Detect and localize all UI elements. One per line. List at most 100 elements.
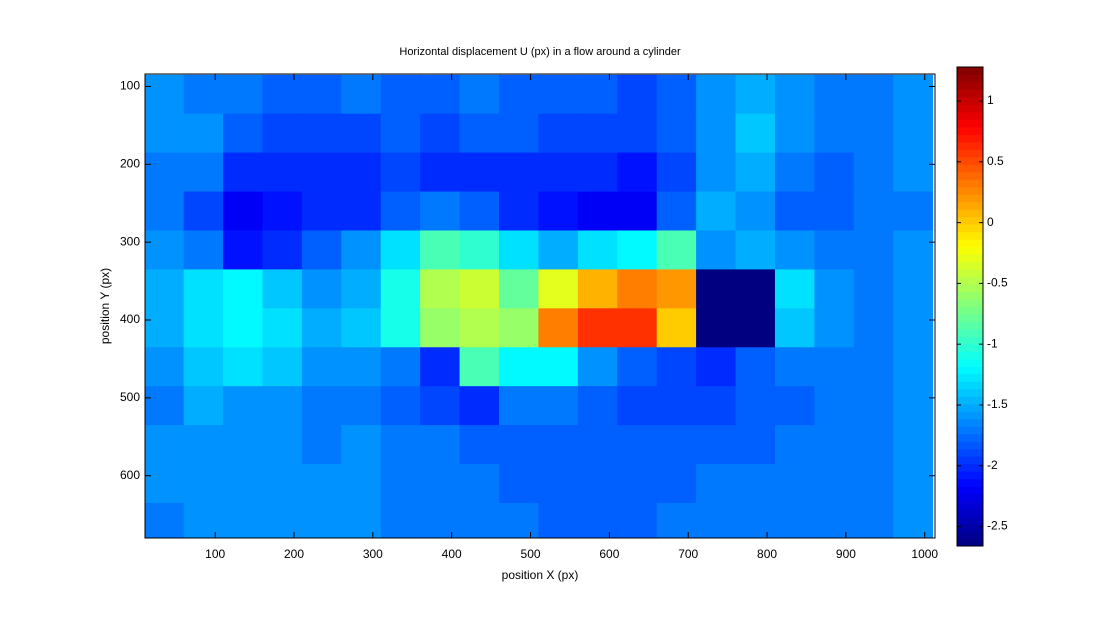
- colorbar-swatch: [957, 336, 983, 345]
- heatmap-cell: [696, 113, 737, 154]
- heatmap-cell: [893, 386, 934, 426]
- heatmap-cell: [538, 502, 579, 538]
- colorbar-swatch: [957, 149, 983, 158]
- x-axis-label: position X (px): [502, 568, 579, 582]
- colorbar-swatch: [957, 478, 983, 487]
- heatmap-cell: [459, 308, 500, 348]
- heatmap-cell: [420, 308, 461, 348]
- heatmap-cell: [183, 113, 224, 154]
- heatmap-cell: [656, 152, 697, 193]
- heatmap-cell: [853, 191, 894, 231]
- heatmap-cell: [853, 308, 894, 348]
- colorbar-tick-label: -1: [987, 336, 998, 350]
- heatmap-cell: [774, 269, 815, 309]
- heatmap-cell: [538, 152, 579, 193]
- heatmap-cell: [538, 269, 579, 309]
- heatmap-cell: [341, 152, 382, 193]
- heatmap-cell: [145, 113, 185, 154]
- heatmap-cell: [223, 502, 263, 538]
- heatmap-cell: [656, 230, 697, 270]
- heatmap-cell: [380, 152, 421, 193]
- heatmap-cell: [183, 152, 224, 193]
- heatmap-cell: [696, 425, 737, 465]
- colorbar-tick-label: -2: [987, 458, 998, 472]
- heatmap-cell: [893, 152, 934, 193]
- heatmap-cell: [893, 502, 934, 538]
- heatmap-cell: [735, 152, 776, 193]
- heatmap-cell: [617, 113, 658, 154]
- colorbar-swatch: [957, 358, 983, 367]
- heatmap-cell: [380, 191, 421, 231]
- y-tick-label: 200: [120, 156, 140, 170]
- heatmap-cell: [735, 347, 776, 387]
- heatmap-cell: [223, 113, 263, 154]
- colorbar-tick-label: -2.5: [987, 519, 1008, 533]
- colorbar-swatch: [957, 119, 983, 128]
- colorbar-swatch: [957, 328, 983, 337]
- heatmap-cell: [262, 191, 303, 231]
- heatmap-cell: [656, 269, 697, 309]
- heatmap-cell: [420, 113, 461, 154]
- heatmap-cell: [499, 269, 539, 309]
- heatmap-cell: [774, 152, 815, 193]
- heatmap-cell: [538, 230, 579, 270]
- heatmap-cell: [262, 74, 303, 115]
- colorbar-swatch: [957, 276, 983, 285]
- heatmap-cell: [617, 230, 658, 270]
- heatmap-cell: [301, 230, 342, 270]
- heatmap-cell: [301, 502, 342, 538]
- heatmap-cell: [420, 191, 461, 231]
- colorbar-swatch: [957, 396, 983, 405]
- y-tick-label: 500: [120, 390, 140, 404]
- heatmap-cell: [735, 191, 776, 231]
- heatmap-cell: [656, 347, 697, 387]
- x-tick-label: 400: [442, 547, 462, 561]
- heatmap-cell: [538, 347, 579, 387]
- colorbar-swatch: [957, 209, 983, 218]
- heatmap-cell: [459, 347, 500, 387]
- heatmap-cell: [696, 191, 737, 231]
- y-tick-label: 100: [120, 79, 140, 93]
- heatmap-cell: [301, 425, 342, 465]
- heatmap-cell: [262, 152, 303, 193]
- heatmap-cell: [420, 347, 461, 387]
- heatmap-cell: [735, 386, 776, 426]
- heatmap-cell: [145, 464, 185, 504]
- heatmap-cell: [183, 347, 224, 387]
- heatmap-cell: [262, 386, 303, 426]
- colorbar-swatch: [957, 471, 983, 480]
- heatmap-cell: [183, 191, 224, 231]
- heatmap-cell: [262, 502, 303, 538]
- heatmap-cell: [301, 308, 342, 348]
- colorbar-tick-label: 0.5: [987, 154, 1004, 168]
- heatmap-cell: [380, 308, 421, 348]
- x-tick-label: 100: [205, 547, 225, 561]
- heatmap-cell: [735, 230, 776, 270]
- heatmap-cell: [183, 502, 224, 538]
- heatmap-cell: [853, 347, 894, 387]
- heatmap-cell: [774, 386, 815, 426]
- heatmap-cell: [656, 308, 697, 348]
- heatmap-cell: [341, 191, 382, 231]
- colorbar-swatch: [957, 531, 983, 540]
- heatmap-cell: [774, 308, 815, 348]
- heatmap-cell: [380, 74, 421, 115]
- x-tick-label: 700: [678, 547, 698, 561]
- heatmap-cell: [538, 386, 579, 426]
- heatmap-cell: [420, 502, 461, 538]
- colorbar-swatch: [957, 171, 983, 180]
- heatmap-cell: [341, 347, 382, 387]
- heatmap-cell: [735, 425, 776, 465]
- colorbar-swatch: [957, 239, 983, 248]
- heatmap-cell: [577, 191, 618, 231]
- heatmap-cell: [774, 464, 815, 504]
- heatmap-cell: [301, 191, 342, 231]
- heatmap-cell: [735, 74, 776, 115]
- heatmap-cell: [459, 191, 500, 231]
- plot-frame: [144, 73, 936, 539]
- heatmap-cell: [262, 269, 303, 309]
- heatmap-cell: [656, 113, 697, 154]
- colorbar-swatch: [957, 261, 983, 270]
- heatmap-cell: [145, 152, 185, 193]
